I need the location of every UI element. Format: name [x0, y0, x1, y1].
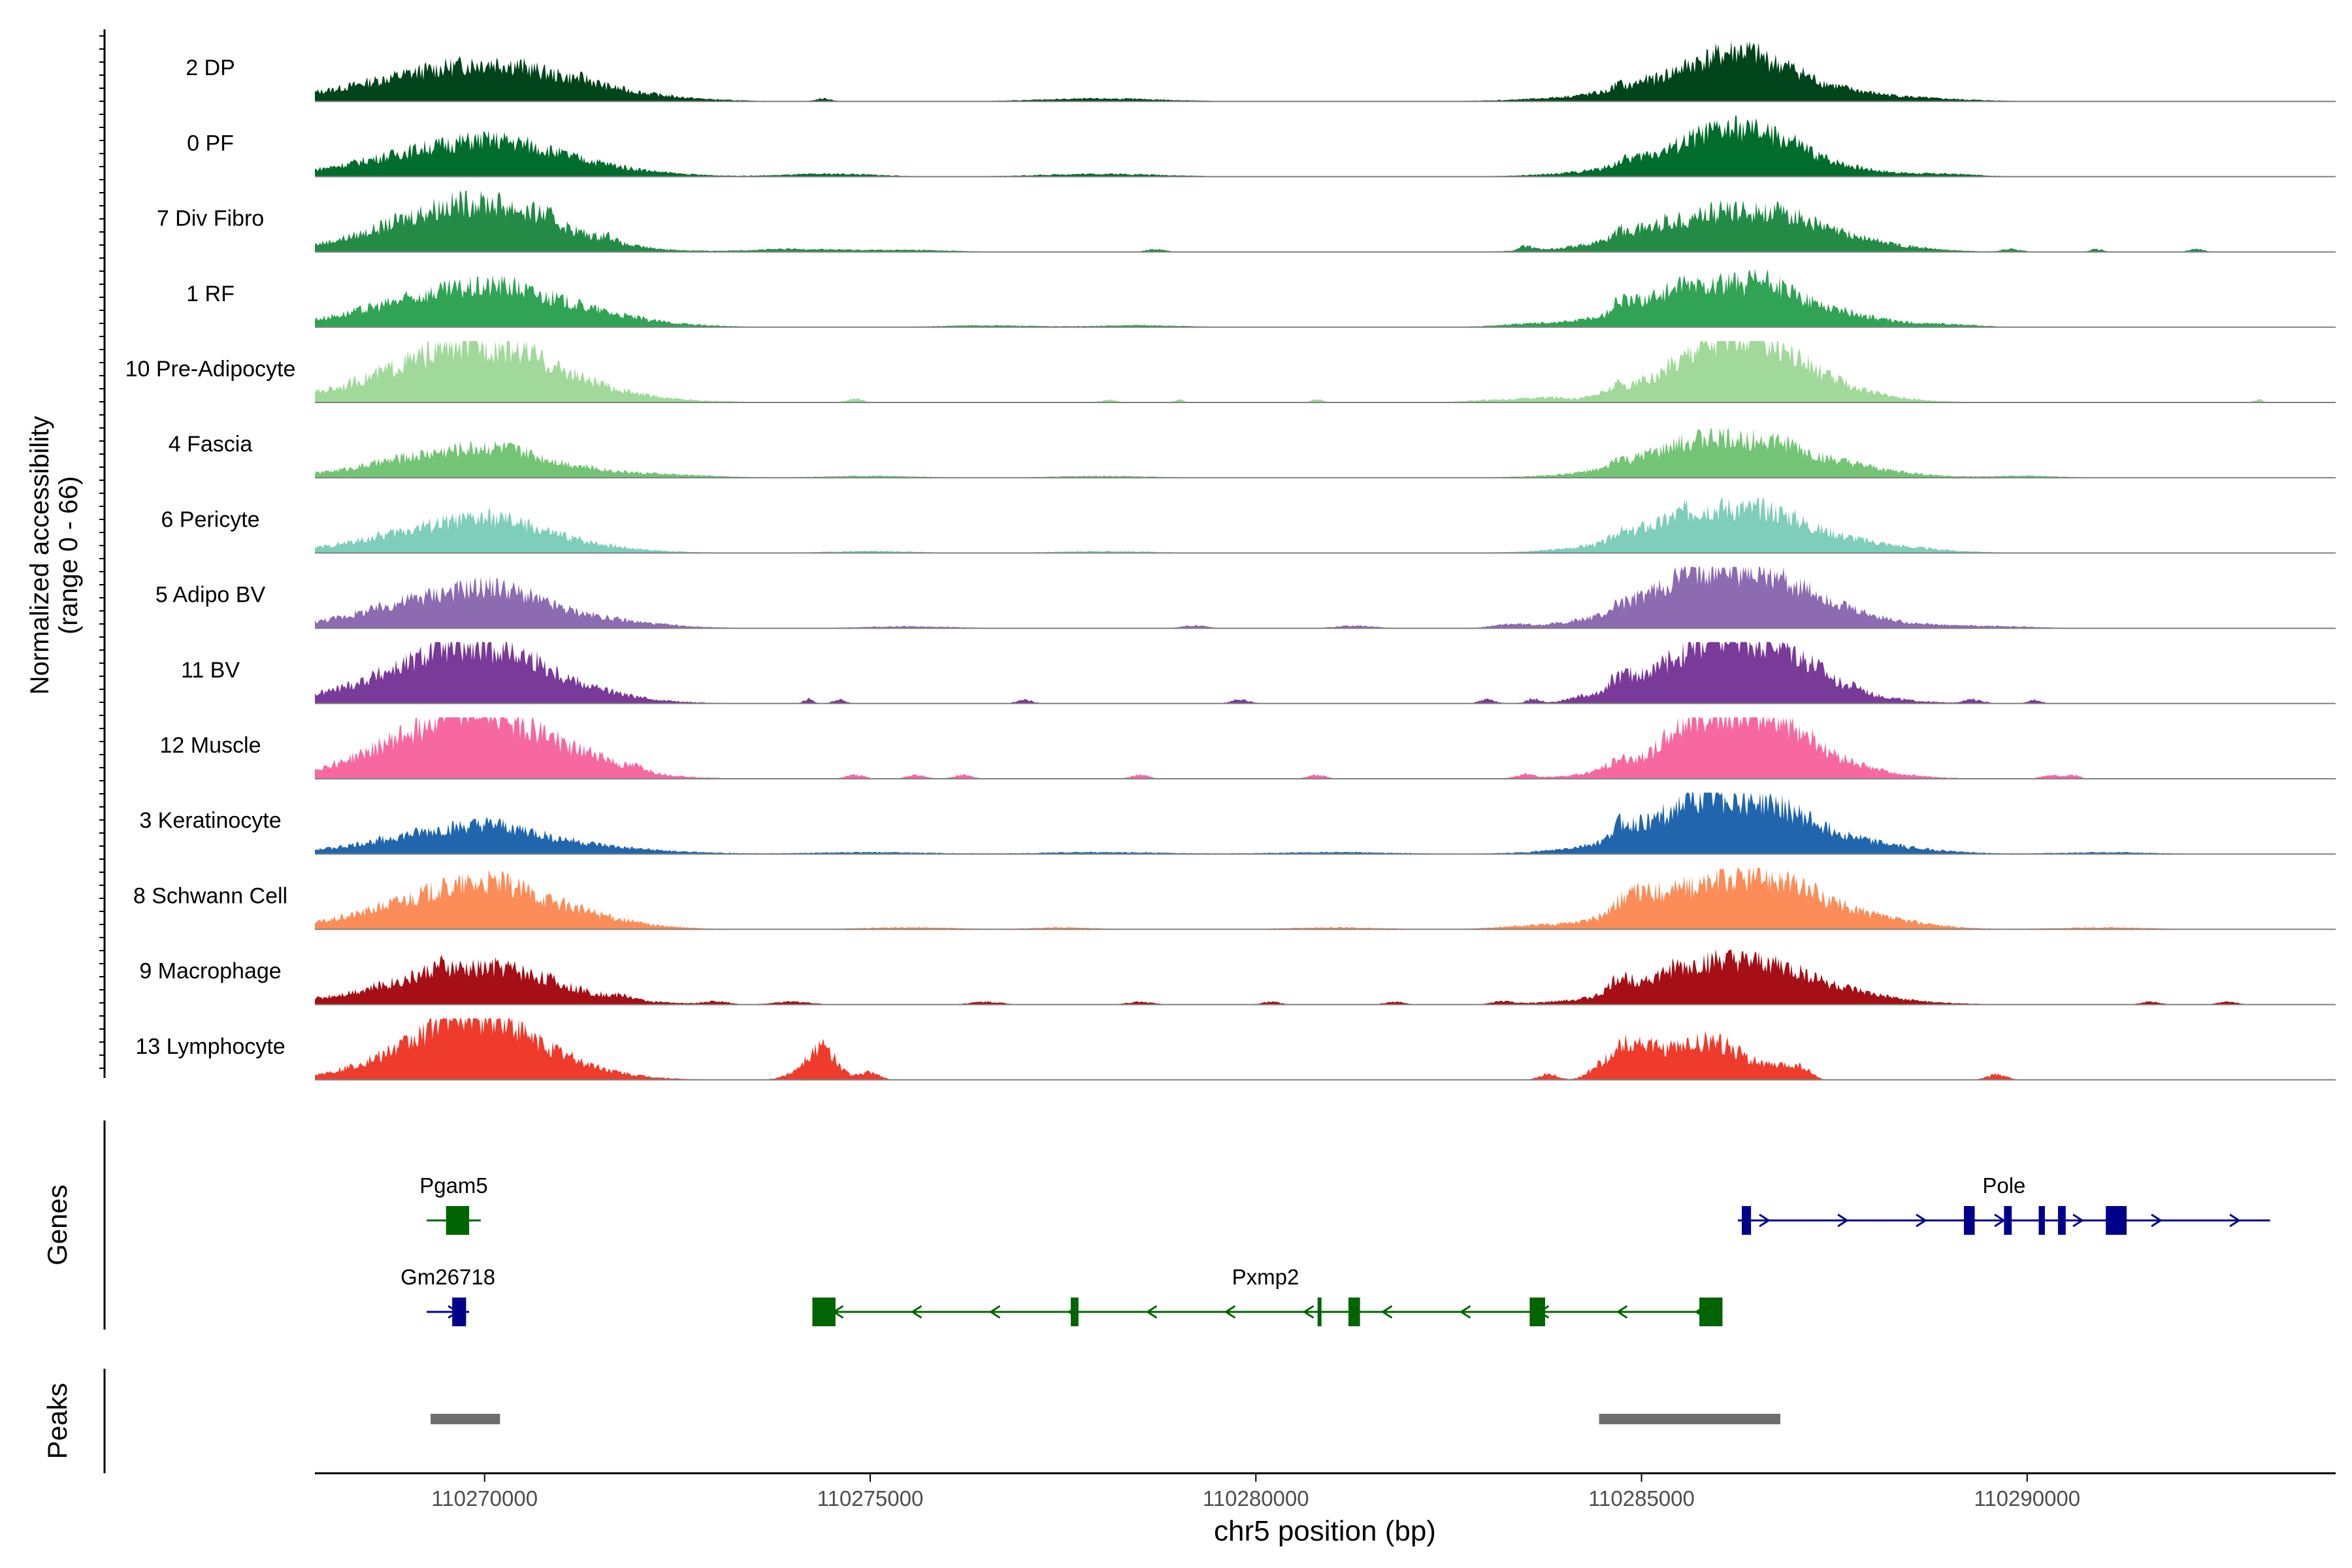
- exon: [1529, 1298, 1545, 1326]
- gene-pxmp2: Pxmp2: [812, 1265, 1723, 1326]
- coverage-area: [315, 717, 2336, 779]
- track-label: 1 RF: [186, 282, 235, 306]
- track-1: 2 DP: [186, 41, 2336, 103]
- track-10: 12 Muscle: [160, 717, 2336, 779]
- gene-label: Gm26718: [400, 1265, 495, 1289]
- coverage-area: [315, 868, 2336, 930]
- coverage-area: [315, 566, 2336, 629]
- track-5: 10 Pre-Adipocyte: [125, 341, 2336, 403]
- coverage-area: [315, 115, 2336, 177]
- strand-arrow: [2229, 1213, 2241, 1228]
- gene-label: Pgam5: [419, 1173, 488, 1198]
- exon: [2106, 1206, 2127, 1235]
- strand-arrow: [2072, 1213, 2084, 1228]
- coverage-area: [315, 190, 2336, 252]
- track-label: 13 Lymphocyte: [135, 1034, 285, 1059]
- peaks-panel-label: Peaks: [42, 1383, 73, 1460]
- strand-arrow: [910, 1305, 923, 1319]
- x-axis: chr5 position (bp) 110270000 110275000 110…: [315, 1472, 2336, 1547]
- exon: [2038, 1206, 2045, 1235]
- exon: [1963, 1206, 1975, 1235]
- exon: [1348, 1298, 1360, 1326]
- coverage-tracks: 2 DP 0 PF 7 Div Fibro 1 RF 10 Pre-Adipocyte 4…: [125, 41, 2336, 1081]
- track-label: 0 PF: [187, 131, 234, 155]
- exon: [446, 1206, 470, 1235]
- coverage-area: [315, 642, 2336, 704]
- strand-arrow: [1837, 1213, 1849, 1228]
- coverage-area: [315, 949, 2336, 1005]
- track-label: 9 Macrophage: [139, 959, 281, 984]
- track-13: 9 Macrophage: [139, 949, 2336, 1005]
- track-label: 12 Muscle: [160, 733, 261, 758]
- strand-arrow: [988, 1305, 1001, 1319]
- gene-pole: Pole: [1738, 1173, 2270, 1235]
- exon: [1741, 1206, 1752, 1235]
- track-label: 6 Pericyte: [161, 507, 259, 532]
- coverage-area: [315, 1018, 2336, 1080]
- strand-arrow: [1302, 1305, 1315, 1319]
- gene-gm26718: Gm26718: [400, 1265, 495, 1326]
- track-11: 3 Keratinocyte: [139, 792, 2336, 855]
- track-9: 11 BV: [181, 642, 2336, 704]
- coverage-area: [315, 496, 2336, 553]
- track-14: 13 Lymphocyte: [135, 1018, 2336, 1081]
- gene-track: Genes Pgam5 Pole Gm26718 Pxmp2: [42, 1120, 2270, 1330]
- strand-arrow: [1380, 1305, 1393, 1319]
- exon: [2058, 1206, 2066, 1235]
- genes-panel-label: Genes: [42, 1184, 73, 1266]
- x-tick-label: 110280000: [1203, 1486, 1309, 1511]
- strand-arrow: [1459, 1305, 1471, 1319]
- coverage-area: [315, 792, 2336, 855]
- strand-arrow: [1759, 1213, 1771, 1228]
- peak-bar: [1599, 1414, 1781, 1424]
- track-label: 10 Pre-Adipocyte: [125, 357, 296, 382]
- track-3: 7 Div Fibro: [157, 190, 2336, 253]
- gene-label: Pxmp2: [1232, 1265, 1299, 1289]
- track-7: 6 Pericyte: [161, 496, 2336, 554]
- strand-arrow: [1616, 1305, 1628, 1319]
- exon: [2004, 1206, 2012, 1235]
- y-axis-title: Normalized accessibility: [25, 416, 54, 695]
- track-4: 1 RF: [186, 269, 2336, 328]
- track-12: 8 Schwann Cell: [133, 868, 2336, 930]
- strand-arrow: [2151, 1213, 2163, 1228]
- exon: [452, 1298, 466, 1326]
- track-label: 11 BV: [181, 658, 240, 683]
- coverage-area: [315, 269, 2336, 327]
- track-label: 2 DP: [186, 56, 235, 80]
- y-axis-subtitle: (range 0 - 66): [54, 476, 83, 634]
- x-tick-label: 110285000: [1588, 1486, 1695, 1511]
- coverage-y-axis: Normalized accessibility (range 0 - 66): [25, 29, 106, 1078]
- x-tick-label: 110270000: [431, 1486, 538, 1511]
- exon: [1317, 1298, 1322, 1326]
- exon: [1699, 1298, 1723, 1326]
- track-label: 7 Div Fibro: [157, 206, 264, 231]
- exon: [812, 1298, 836, 1326]
- track-label: 8 Schwann Cell: [133, 883, 287, 908]
- track-label: 3 Keratinocyte: [139, 808, 281, 833]
- strand-arrow: [1916, 1213, 1927, 1228]
- peaks-track: Peaks: [42, 1369, 1781, 1473]
- gene-pgam5: Pgam5: [419, 1173, 488, 1235]
- x-tick-label: 110290000: [1974, 1486, 2080, 1511]
- x-axis-title: chr5 position (bp): [1214, 1515, 1436, 1547]
- exon: [1070, 1298, 1079, 1326]
- x-tick-label: 110275000: [817, 1486, 924, 1511]
- coverage-area: [315, 341, 2336, 402]
- track-label: 5 Adipo BV: [155, 583, 266, 608]
- track-6: 4 Fascia: [169, 427, 2336, 479]
- strand-arrow: [1145, 1305, 1158, 1319]
- gene-label: Pole: [1982, 1173, 2025, 1198]
- strand-arrow: [1224, 1305, 1236, 1319]
- track-2: 0 PF: [187, 115, 2336, 178]
- track-8: 5 Adipo BV: [155, 566, 2336, 629]
- track-label: 4 Fascia: [169, 432, 253, 457]
- strand-arrow: [1994, 1213, 2006, 1228]
- peak-bar: [431, 1414, 500, 1424]
- coverage-area: [315, 427, 2336, 478]
- coverage-area: [315, 41, 2336, 102]
